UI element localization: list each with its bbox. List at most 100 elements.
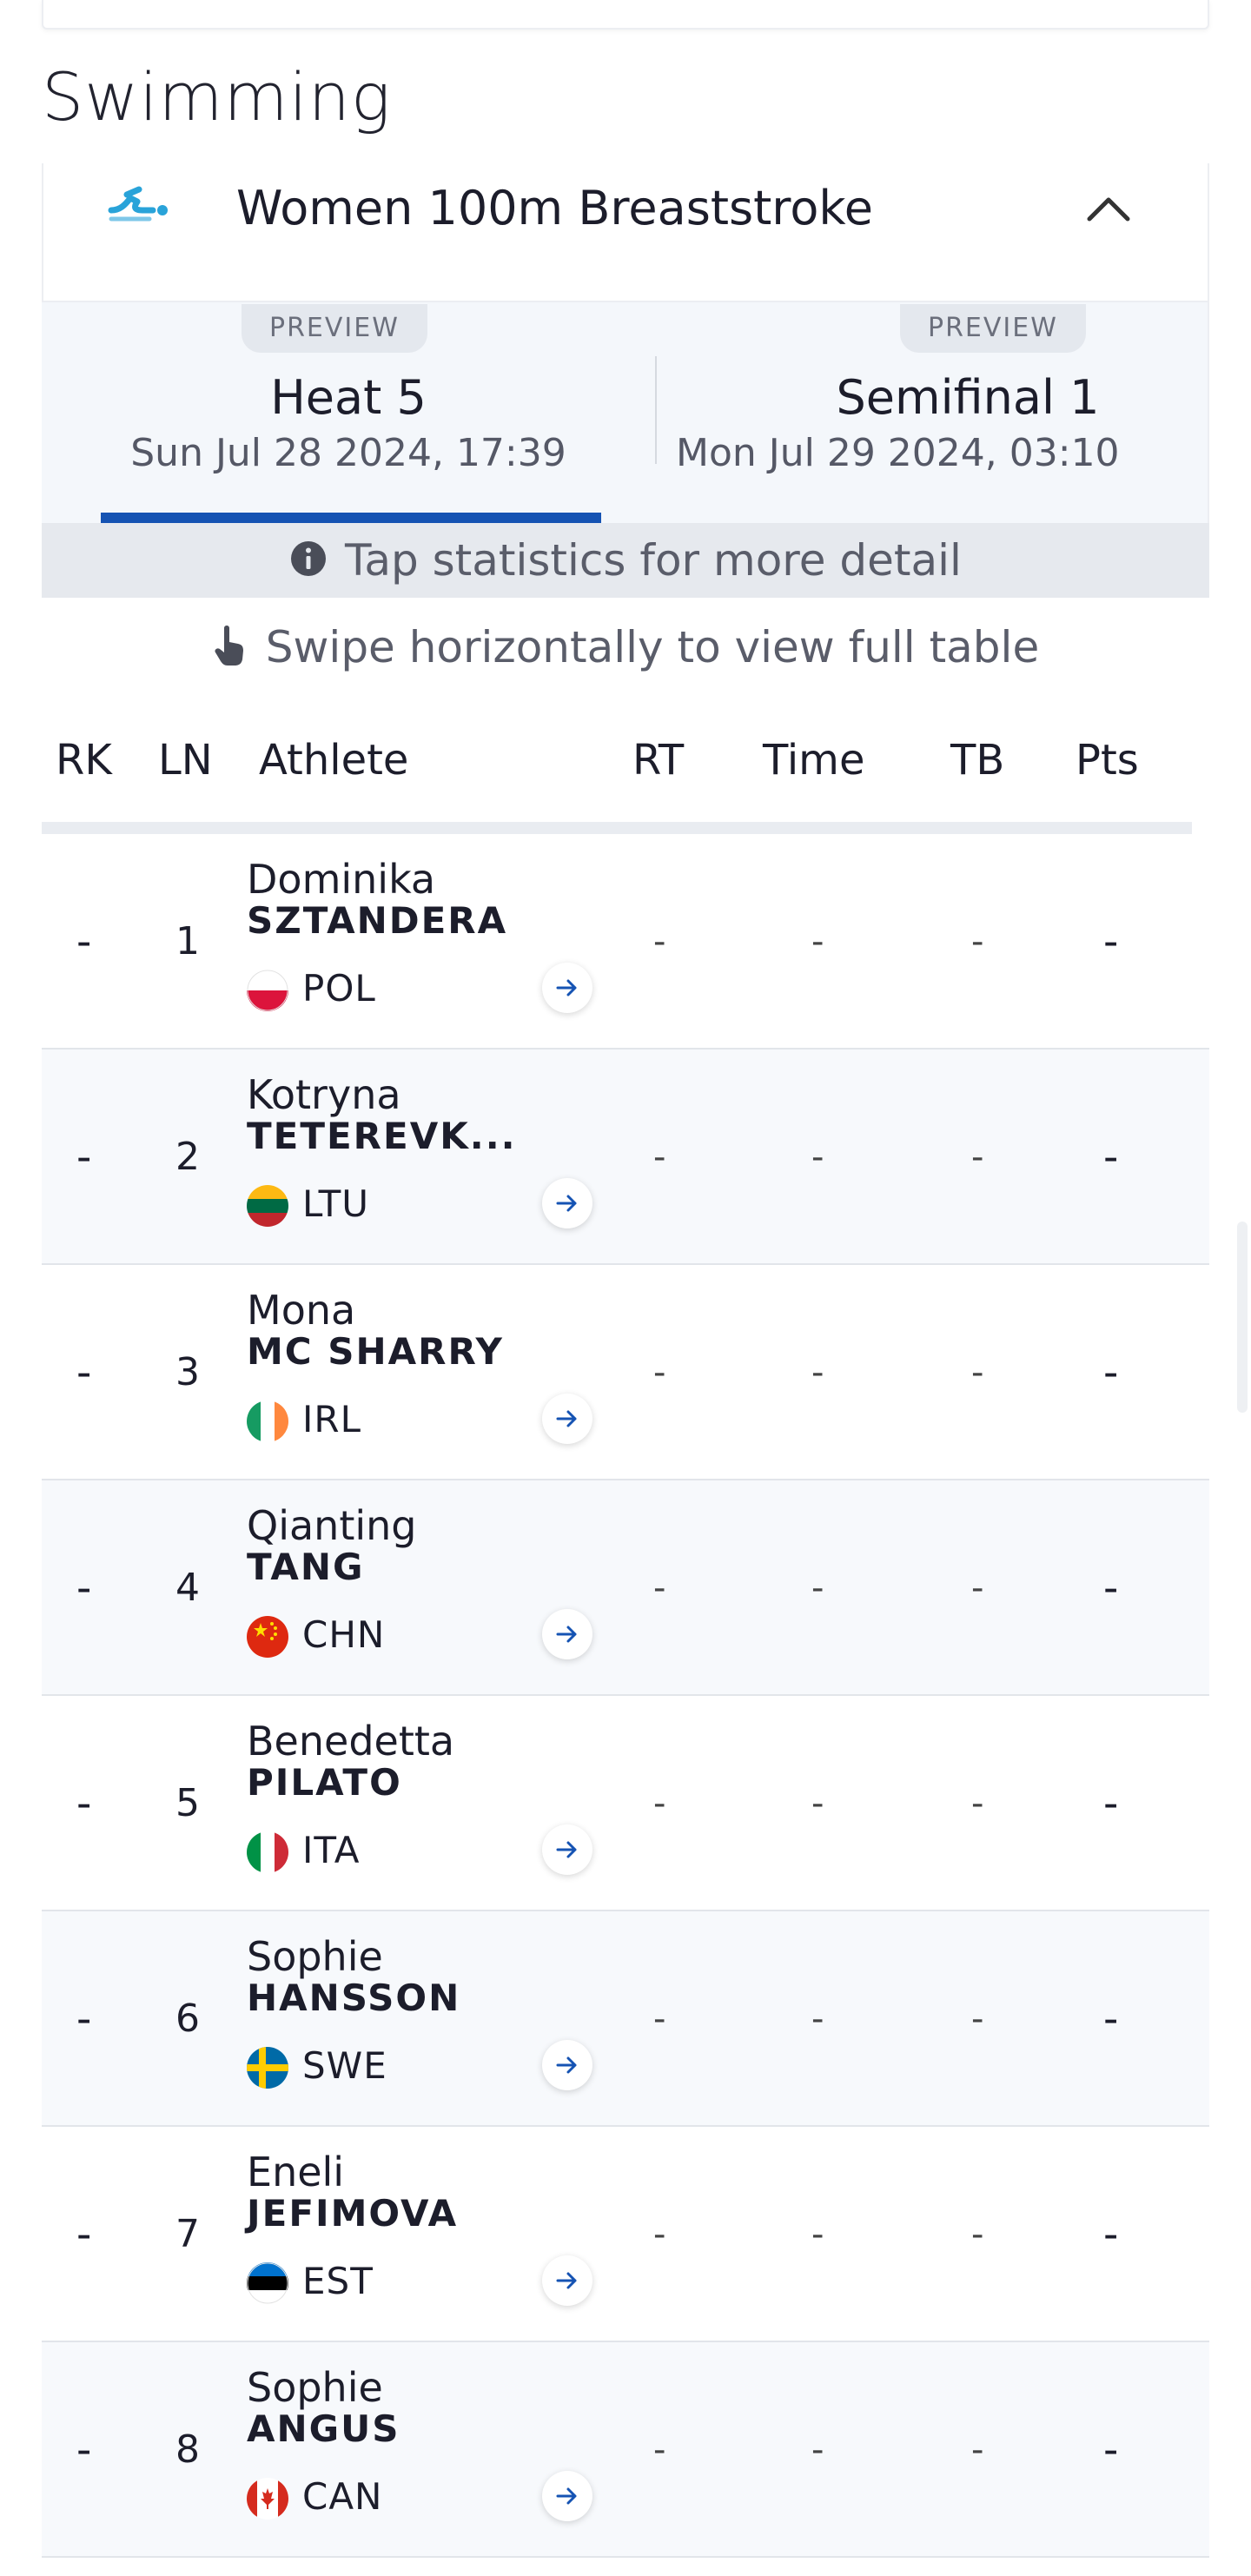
tab-heat-5[interactable]: PREVIEW Heat 5 Sun Jul 28 2024, 17:39 xyxy=(42,302,655,523)
column-header-rk[interactable]: RK xyxy=(56,736,112,785)
rt-cell[interactable]: - xyxy=(653,1137,666,1177)
athlete-detail-arrow-icon[interactable] xyxy=(542,963,592,1013)
table-row[interactable]: - 2 Kotryna TETEREVK... LTU - - - - xyxy=(42,1050,1209,1265)
athlete-detail-arrow-icon[interactable] xyxy=(542,1824,592,1875)
tb-cell[interactable]: - xyxy=(971,922,984,962)
table-row[interactable]: - 3 Mona MC SHARRY IRL - - - - xyxy=(42,1265,1209,1480)
athlete-detail-arrow-icon[interactable] xyxy=(542,2255,592,2306)
time-cell[interactable]: - xyxy=(811,1568,824,1608)
rank-cell: - xyxy=(76,1348,92,1397)
athlete-last-name: TETEREVK... xyxy=(247,1115,517,1157)
tab-title: Semifinal 1 xyxy=(836,370,1100,425)
tab-semifinal-1[interactable]: PREVIEW Semifinal 1 Mon Jul 29 2024, 03:… xyxy=(655,302,1208,523)
rt-cell[interactable]: - xyxy=(653,922,666,962)
athlete-last-name: MC SHARRY xyxy=(247,1330,504,1373)
athlete-detail-arrow-icon[interactable] xyxy=(542,2471,592,2521)
flag-lithuania-icon xyxy=(247,1185,288,1227)
athlete-last-name: TANG xyxy=(247,1546,365,1588)
pts-cell[interactable]: - xyxy=(1103,1564,1119,1612)
athlete-first-name: Sophie xyxy=(247,2364,383,2411)
tb-cell[interactable]: - xyxy=(971,1568,984,1608)
lane-cell: 4 xyxy=(175,1566,200,1610)
rank-cell: - xyxy=(76,917,92,966)
chevron-up-icon[interactable] xyxy=(1077,177,1140,240)
pts-cell[interactable]: - xyxy=(1103,2210,1119,2259)
swipe-hint-text: Swipe horizontally to view full table xyxy=(265,622,1040,672)
athlete-last-name: JEFIMOVA xyxy=(247,2192,459,2235)
pts-cell[interactable]: - xyxy=(1103,1995,1119,2043)
rt-cell[interactable]: - xyxy=(653,1784,666,1824)
tb-cell[interactable]: - xyxy=(971,2215,984,2255)
pts-cell[interactable]: - xyxy=(1103,917,1119,966)
flag-sweden-icon xyxy=(247,2047,288,2089)
info-icon xyxy=(289,540,328,581)
table-row[interactable]: - 6 Sophie HANSSON SWE - - - - xyxy=(42,1911,1209,2127)
athlete-first-name: Sophie xyxy=(247,1933,383,1980)
rt-cell[interactable]: - xyxy=(653,1999,666,2039)
rt-cell[interactable]: - xyxy=(653,1568,666,1608)
country-code: ITA xyxy=(302,1829,361,1871)
athlete-detail-arrow-icon[interactable] xyxy=(542,2040,592,2090)
tb-cell[interactable]: - xyxy=(971,2430,984,2470)
country-code: EST xyxy=(302,2260,374,2302)
athlete-first-name: Benedetta xyxy=(247,1718,455,1765)
lane-cell: 6 xyxy=(175,1997,200,2041)
swipe-hint: Swipe horizontally to view full table xyxy=(42,608,1209,686)
pts-cell[interactable]: - xyxy=(1103,1348,1119,1397)
tb-cell[interactable]: - xyxy=(971,1353,984,1393)
lane-cell: 3 xyxy=(175,1350,200,1394)
column-header-athlete[interactable]: Athlete xyxy=(259,736,409,785)
country-code: CHN xyxy=(302,1613,386,1656)
column-header-rt[interactable]: RT xyxy=(632,736,685,785)
pts-cell[interactable]: - xyxy=(1103,1779,1119,1828)
time-cell[interactable]: - xyxy=(811,2215,824,2255)
athlete-detail-arrow-icon[interactable] xyxy=(542,1178,592,1228)
column-header-ln[interactable]: LN xyxy=(158,736,213,785)
previous-card xyxy=(42,0,1209,30)
athlete-detail-arrow-icon[interactable] xyxy=(542,1394,592,1444)
rt-cell[interactable]: - xyxy=(653,2215,666,2255)
table-row[interactable]: - 4 Qianting TANG CHN - - - - xyxy=(42,1480,1209,1696)
info-bar: Tap statistics for more detail xyxy=(42,523,1209,598)
column-header-pts[interactable]: Pts xyxy=(1076,736,1139,785)
athlete-detail-arrow-icon[interactable] xyxy=(542,1609,592,1659)
column-header-tb[interactable]: TB xyxy=(950,736,1005,785)
tab-divider xyxy=(655,356,657,464)
country-code: IRL xyxy=(302,1398,361,1440)
time-cell[interactable]: - xyxy=(811,1353,824,1393)
tb-cell[interactable]: - xyxy=(971,1784,984,1824)
rank-cell: - xyxy=(76,1779,92,1828)
rt-cell[interactable]: - xyxy=(653,2430,666,2470)
athlete-first-name: Dominika xyxy=(247,856,436,903)
time-cell[interactable]: - xyxy=(811,922,824,962)
country-code: LTU xyxy=(302,1182,370,1225)
tab-title: Heat 5 xyxy=(270,370,427,425)
flag-estonia-icon xyxy=(247,2262,288,2304)
event-header[interactable]: Women 100m Breaststroke xyxy=(42,163,1209,302)
hand-pointer-icon xyxy=(212,623,247,672)
rt-cell[interactable]: - xyxy=(653,1353,666,1393)
athlete-first-name: Mona xyxy=(247,1287,356,1334)
athlete-last-name: PILATO xyxy=(247,1761,402,1804)
time-cell[interactable]: - xyxy=(811,2430,824,2470)
time-cell[interactable]: - xyxy=(811,1137,824,1177)
tb-cell[interactable]: - xyxy=(971,1999,984,2039)
scrollbar[interactable] xyxy=(1237,1222,1248,1413)
table-row[interactable]: - 7 Eneli JEFIMOVA EST - - - - xyxy=(42,2127,1209,2342)
rank-cell: - xyxy=(76,2426,92,2474)
time-cell[interactable]: - xyxy=(811,1784,824,1824)
tb-cell[interactable]: - xyxy=(971,1137,984,1177)
pts-cell[interactable]: - xyxy=(1103,2426,1119,2474)
swimming-icon xyxy=(108,186,170,224)
column-header-time[interactable]: Time xyxy=(763,736,865,785)
athlete-first-name: Eneli xyxy=(247,2149,345,2195)
table-row[interactable]: - 5 Benedetta PILATO ITA - - - - xyxy=(42,1696,1209,1911)
table-row[interactable]: - 8 Sophie ANGUS CAN - - - - xyxy=(42,2342,1209,2558)
preview-badge: PREVIEW xyxy=(900,304,1086,353)
table-row[interactable]: - 1 Dominika SZTANDERA POL - - - - xyxy=(42,834,1209,1050)
flag-china-icon xyxy=(247,1616,288,1658)
pts-cell[interactable]: - xyxy=(1103,1133,1119,1182)
lane-cell: 8 xyxy=(175,2427,200,2472)
time-cell[interactable]: - xyxy=(811,1999,824,2039)
